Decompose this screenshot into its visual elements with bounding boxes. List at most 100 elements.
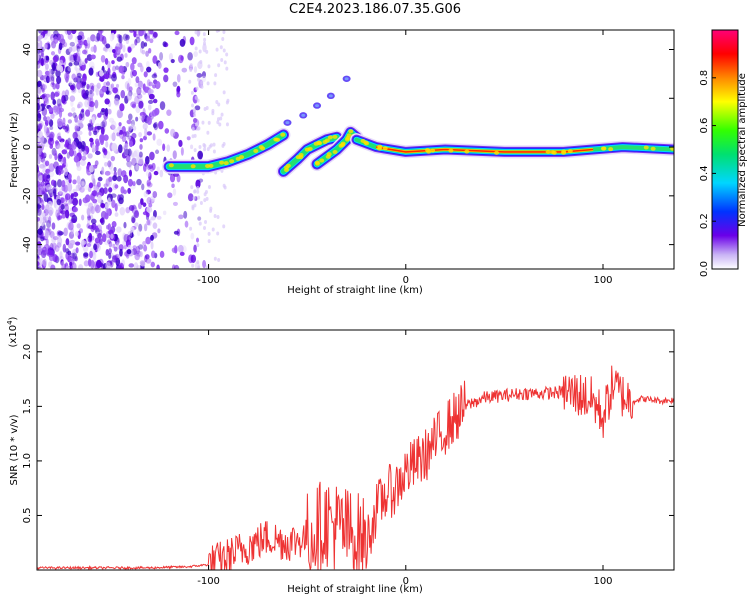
noise-speck [176,85,181,93]
spectrogram-y-tick-label: -20 [22,188,33,204]
noise-speck [58,188,63,195]
noise-speck [118,262,125,269]
ridge-blob [332,150,338,155]
noise-speck [148,164,153,170]
noise-speck [146,219,151,226]
noise-speck [37,180,40,187]
noise-speck [135,245,141,255]
noise-speck [51,236,57,244]
noise-speck [141,49,146,55]
noise-speck [43,115,47,122]
noise-speck [152,55,158,64]
noise-speck [137,81,143,90]
noise-speck [38,34,44,40]
noise-speck [114,212,119,217]
noise-speck [47,30,51,37]
noise-speck [201,120,205,125]
noise-speck [90,46,94,52]
ridge-blob [344,137,350,142]
noise-speck [89,233,93,242]
noise-speck [57,215,63,220]
noise-speck [66,126,70,134]
ridge-blob [253,148,259,153]
noise-speck [94,160,99,167]
noise-speck [60,43,65,48]
noise-speck [70,193,74,200]
noise-speck [147,89,154,95]
noise-speck [52,235,59,241]
noise-speck [54,245,60,252]
noise-speck [203,198,207,203]
ridge-blob [223,161,229,166]
noise-speck [44,249,49,254]
noise-speck [37,137,41,143]
spectrogram-y-label: Frequency (Hz) [9,112,20,188]
noise-speck [150,216,156,221]
snr-y-ticks: 0.5 1.0 1.5 2.0 [22,344,674,523]
noise-speck [193,189,197,194]
noise-speck [204,219,208,224]
noise-speck [216,120,220,125]
noise-speck [123,143,129,150]
noise-speck [150,250,156,259]
snr-x-tick-label: 0 [403,576,409,587]
noise-speck [72,197,79,206]
noise-speck [222,90,226,95]
ridge-blob [332,134,338,139]
noise-speck [50,37,55,46]
noise-speck [99,133,105,143]
noise-speck [39,244,44,252]
noise-speck [104,161,108,167]
noise-speck [37,130,43,138]
noise-speck [37,87,42,96]
noise-speck [128,169,132,177]
colorbar: 0.0 0.2 0.4 0.6 0.8 Normalized spectral ampl… [699,29,748,277]
noise-speck [80,158,86,167]
noise-speck [171,264,176,269]
noise-speck [72,53,78,59]
noise-speck [163,67,169,73]
noise-speck [128,113,133,121]
noise-speck [178,54,184,64]
noise-speck [53,36,59,44]
noise-speck [95,87,99,96]
noise-speck [60,140,64,150]
noise-speck [79,39,85,46]
noise-speck [37,242,42,249]
noise-speck [226,98,230,103]
noise-speck [118,197,124,205]
noise-speck [103,111,109,120]
noise-speck [197,195,201,200]
noise-speck [37,188,43,197]
noise-speck [113,128,117,134]
streak-blob-core [344,77,349,81]
noise-speck [125,37,130,45]
noise-speck [143,135,147,141]
noise-speck [75,241,81,246]
noise-speck [45,168,51,175]
noise-speck [67,119,73,124]
noise-speck [122,33,129,41]
ridge-blob [280,132,286,137]
noise-speck [206,147,210,152]
ridge-blob [550,150,556,155]
noise-speck [214,73,218,78]
noise-speck [86,207,91,217]
noise-speck [89,89,93,95]
noise-speck [222,142,226,147]
noise-speck [37,102,40,111]
spectrogram-panel: -100 0 100 -40 -20 0 20 40 Height of straight … [9,29,675,296]
noise-speck [108,229,114,235]
noise-speck [83,185,90,190]
noise-speck [132,92,139,98]
noise-speck [108,161,113,170]
noise-speck [74,231,79,237]
noise-speck [212,149,216,154]
noise-speck [37,80,42,87]
snr-panel: -100 0 100 0.5 1.0 1.5 2.0 Height of straight… [6,316,675,595]
noise-speck [81,108,85,113]
noise-speck [73,155,80,163]
noise-speck [70,218,77,224]
noise-speck [71,256,75,266]
noise-speck [101,166,105,176]
